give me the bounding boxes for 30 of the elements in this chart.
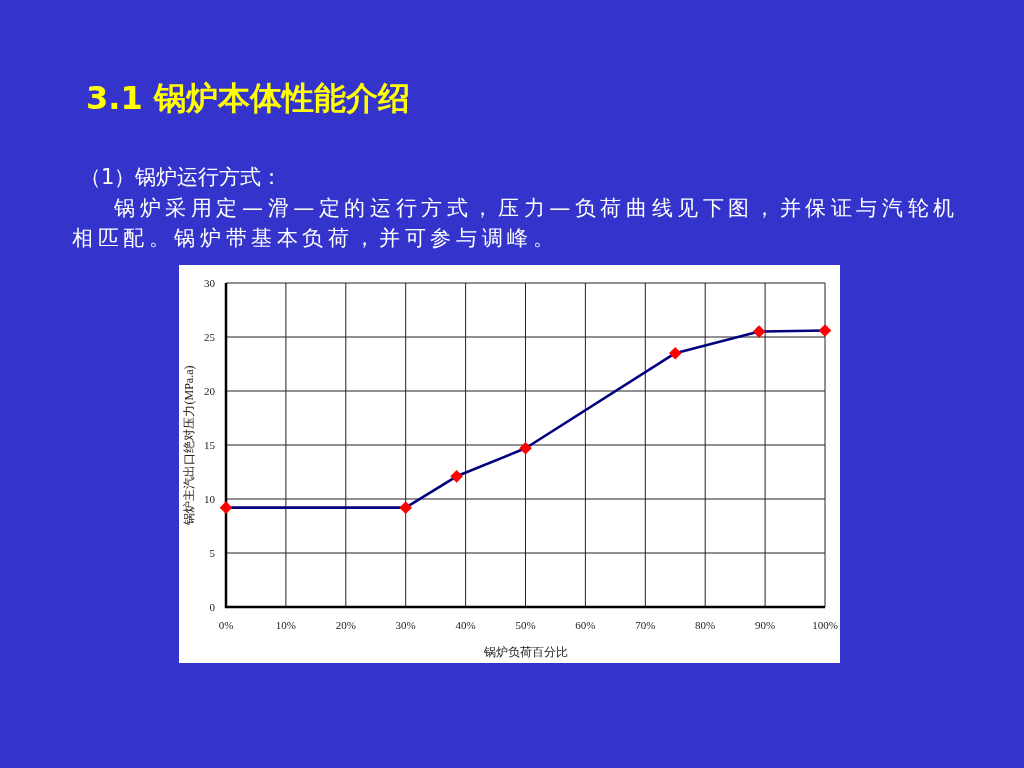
x-tick-label: 60% (575, 619, 596, 631)
x-tick-label: 90% (755, 619, 776, 631)
x-tick-label: 70% (635, 619, 656, 631)
x-tick-label: 0% (218, 619, 234, 631)
point (752, 325, 766, 338)
chart-title: 3.1 锅炉本体性能介绍 (86, 78, 410, 118)
y-tick-label: 0 (209, 600, 216, 613)
y-tick-label: 25 (204, 330, 216, 343)
x-tick-label: 10% (275, 619, 296, 631)
x-tick-label: 20% (335, 619, 356, 631)
point (519, 441, 532, 455)
x-axis-title: 锅炉负荷百分比 (482, 645, 568, 659)
x-tick-label: 30% (395, 619, 416, 631)
x-tick-label: 40% (455, 619, 476, 631)
point (450, 470, 463, 483)
y-tick-label: 20 (204, 384, 216, 397)
point (668, 346, 682, 360)
x-tick-label: 100% (812, 619, 838, 631)
chart-subtitle: （1）锅炉运行方式： (80, 164, 283, 191)
y-tick-label: 30 (204, 276, 216, 289)
point (399, 501, 413, 514)
y-tick-label: 10 (204, 492, 216, 505)
y-tick-label: 5 (209, 546, 216, 559)
y-tick-label: 15 (204, 438, 216, 451)
text: 锅炉采用定—滑—定的运行方式，压力—负荷曲线见下图，并保证与汽轮机相匹配。锅炉带基本负荷，并可参与调峰。 (72, 195, 960, 252)
point (818, 324, 832, 337)
y-axis-title: 锅炉主汽出口绝对压力(MPa.a) (182, 365, 196, 526)
x-tick-label: 80% (695, 619, 716, 631)
x-tick-label: 50% (515, 619, 536, 631)
point (219, 501, 233, 514)
